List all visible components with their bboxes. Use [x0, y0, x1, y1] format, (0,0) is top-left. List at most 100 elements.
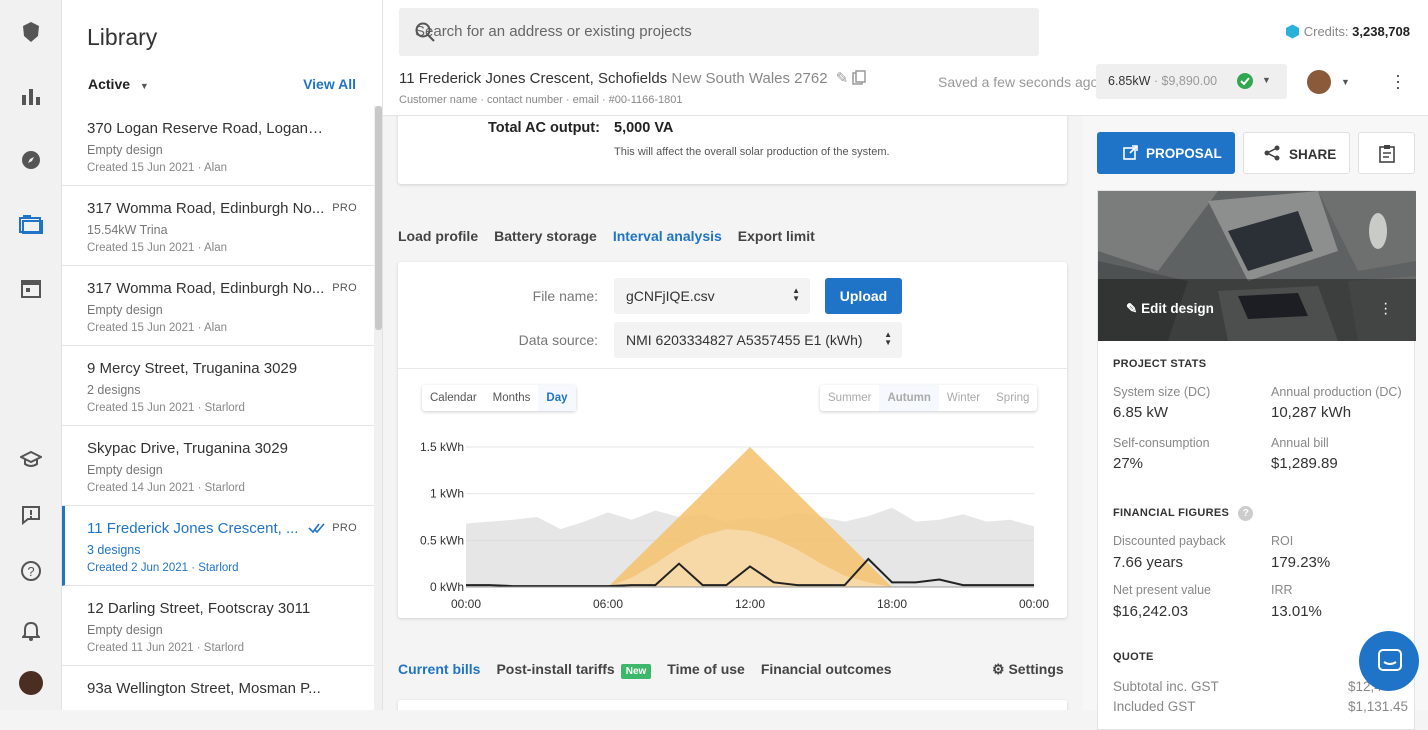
credits-icon [1285, 24, 1300, 39]
tab-current-bills[interactable]: Current bills [398, 661, 481, 677]
share-button[interactable]: SHARE [1243, 132, 1350, 174]
new-badge: New [620, 664, 652, 679]
project-date: Created 15 Jun 2021 · Alan [87, 242, 228, 254]
scrollbar[interactable] [374, 106, 382, 710]
view-all-link[interactable]: View All [303, 76, 356, 92]
y-tick-label: 0 kWh [430, 580, 464, 594]
irr-label: IRR [1271, 583, 1293, 597]
interval-chart: 1.5 kWh 1 kWh 0.5 kWh 0 kWh 00:00 06:00 12:00 1… [420, 440, 1049, 611]
irr-value: 13.01% [1271, 603, 1322, 620]
library-title: Library [87, 24, 158, 50]
data-source-select[interactable]: NMI 6203334827 A5357455 E1 (kWh) ▲ ▼ [614, 322, 902, 358]
edit-pencil-icon[interactable]: ✎ [835, 70, 849, 87]
settings-button[interactable]: ⚙ Settings [992, 661, 1064, 678]
help-icon[interactable]: ? [18, 558, 44, 584]
ac-output-label: Total AC output: [488, 120, 600, 136]
chevron-down-icon: ▼ [139, 81, 149, 91]
project-title: 370 Logan Reserve Road, Logan R... [87, 120, 327, 137]
series-area [466, 447, 1034, 587]
series-line [466, 557, 1034, 588]
project-title: 11 Frederick Jones Crescent, ... [87, 520, 299, 537]
project-list-item[interactable]: Skypac Drive, Truganina 3029 Empty design… [62, 426, 374, 506]
system-selector[interactable]: 6.85kW · $9,890.00 ▼ [1096, 64, 1287, 99]
project-list-item[interactable]: 9 Mercy Street, Truganina 3029 2 designs C… [62, 346, 374, 426]
project-title: 9 Mercy Street, Truganina 3029 [87, 360, 298, 377]
project-subtitle: Empty design [87, 623, 163, 637]
views-option-day[interactable]: Day [538, 385, 576, 411]
chevron-down-icon[interactable]: ▼ [1341, 77, 1350, 87]
x-tick-label: 18:00 [877, 597, 907, 611]
clipboard-button[interactable] [1358, 132, 1415, 174]
help-icon[interactable]: ? [1238, 506, 1254, 521]
logo-icon[interactable] [18, 19, 44, 45]
compass-icon[interactable] [18, 147, 44, 173]
search-input[interactable]: Search for an address or existing projec… [399, 8, 1039, 56]
views-option-months[interactable]: Months [492, 392, 531, 404]
save-status: Saved a few seconds ago [938, 74, 1099, 90]
edit-design-button[interactable]: ✎ Edit design [1126, 301, 1214, 317]
project-list-item[interactable]: 12 Darling Street, Footscray 3011 Empty d… [62, 586, 374, 666]
pro-badge: PRO [332, 202, 357, 214]
tab-interval-analysis[interactable]: Interval analysis [612, 228, 722, 244]
annual-bill-value: $1,289.89 [1271, 455, 1338, 472]
project-list-item[interactable]: 370 Logan Reserve Road, Logan R... Empty … [62, 106, 374, 186]
tab-financial-outcomes[interactable]: Financial outcomes [760, 661, 892, 677]
search-icon[interactable] [415, 22, 1025, 46]
top-bar: Search for an address or existing projec… [383, 0, 1428, 116]
x-tick-label: 06:00 [593, 597, 623, 611]
bell-icon[interactable] [18, 618, 44, 644]
quote-title: QUOTE [1113, 651, 1154, 663]
proposal-button[interactable]: PROPOSAL [1097, 132, 1235, 174]
project-list-item[interactable]: 93a Wellington Street, Mosman P... [62, 666, 374, 710]
bar-chart-icon[interactable] [18, 83, 44, 109]
project-list-item[interactable]: 317 Womma Road, Edinburgh No... Empty des… [62, 266, 374, 346]
aerial-image[interactable]: ✎ Edit design · · · [1098, 191, 1416, 341]
library-panel: Library Active ▼ View All 370 Logan Rese… [62, 0, 383, 710]
npv-value: $16,242.03 [1113, 603, 1189, 620]
feedback-icon[interactable] [18, 502, 44, 528]
x-tick-label: 00:00 [451, 597, 481, 611]
upload-button[interactable]: Upload [825, 278, 902, 314]
folder-icon[interactable] [18, 211, 44, 237]
x-tick-label: 12:00 [735, 597, 765, 611]
file-name-select[interactable]: gCNFjIQE.csv ▲ ▼ [614, 278, 810, 314]
copy-icon[interactable] [852, 70, 867, 87]
pro-badge: PRO [332, 522, 357, 534]
seasons-option-autumn[interactable]: Autumn [879, 385, 939, 411]
tab-post-install-tariffs[interactable]: Post-install tariffs [496, 661, 615, 677]
more-vertical-icon[interactable]: · · · [1395, 65, 1401, 97]
project-date: Created 15 Jun 2021 · Starlord [87, 402, 245, 414]
project-title: 93a Wellington Street, Mosman P... [87, 680, 321, 697]
season-toggle: Summer Autumn Winter Spring [820, 385, 1038, 411]
project-date: Created 11 Jun 2021 · Starlord [87, 642, 245, 654]
views-option-calendar[interactable]: Calendar [430, 392, 477, 404]
chat-button[interactable] [1359, 631, 1419, 691]
data-source-label: Data source: [518, 332, 598, 348]
user-avatar[interactable] [18, 670, 44, 696]
system-price: · $9,890.00 [1153, 74, 1218, 88]
project-date: Created 14 Jun 2021 · Starlord [87, 482, 245, 494]
more-vertical-icon[interactable]: · · · [1383, 295, 1389, 322]
divider [398, 368, 1067, 369]
seasons-option-winter[interactable]: Winter [946, 392, 981, 404]
check-circle-icon [1237, 73, 1253, 92]
tab-export-limit[interactable]: Export limit [737, 228, 815, 244]
seasons-option-summer[interactable]: Summer [828, 392, 872, 404]
project-list-item[interactable]: 11 Frederick Jones Crescent, ... 3 design… [62, 506, 374, 586]
status-filter[interactable]: Active ▼ [88, 76, 149, 92]
chat-icon [1377, 648, 1403, 679]
filter-label: Active [88, 76, 131, 92]
svg-text:?: ? [27, 564, 34, 579]
graduation-cap-icon[interactable] [18, 446, 44, 472]
npv-label: Net present value [1113, 583, 1211, 597]
proposal-label: PROPOSAL [1146, 146, 1222, 161]
seasons-option-spring[interactable]: Spring [996, 392, 1030, 404]
calendar-icon[interactable] [18, 275, 44, 301]
user-avatar[interactable] [1307, 70, 1331, 94]
tab-time-of-use[interactable]: Time of use [667, 661, 745, 677]
project-list-item[interactable]: 317 Womma Road, Edinburgh No... 15.54kW T… [62, 186, 374, 266]
customer-info[interactable]: Customer name · contact number · email ·… [399, 94, 683, 106]
tab-load-profile[interactable]: Load profile [398, 228, 479, 244]
financial-title-text: FINANCIAL FIGURES [1113, 507, 1230, 519]
tab-battery-storage[interactable]: Battery storage [494, 228, 597, 244]
